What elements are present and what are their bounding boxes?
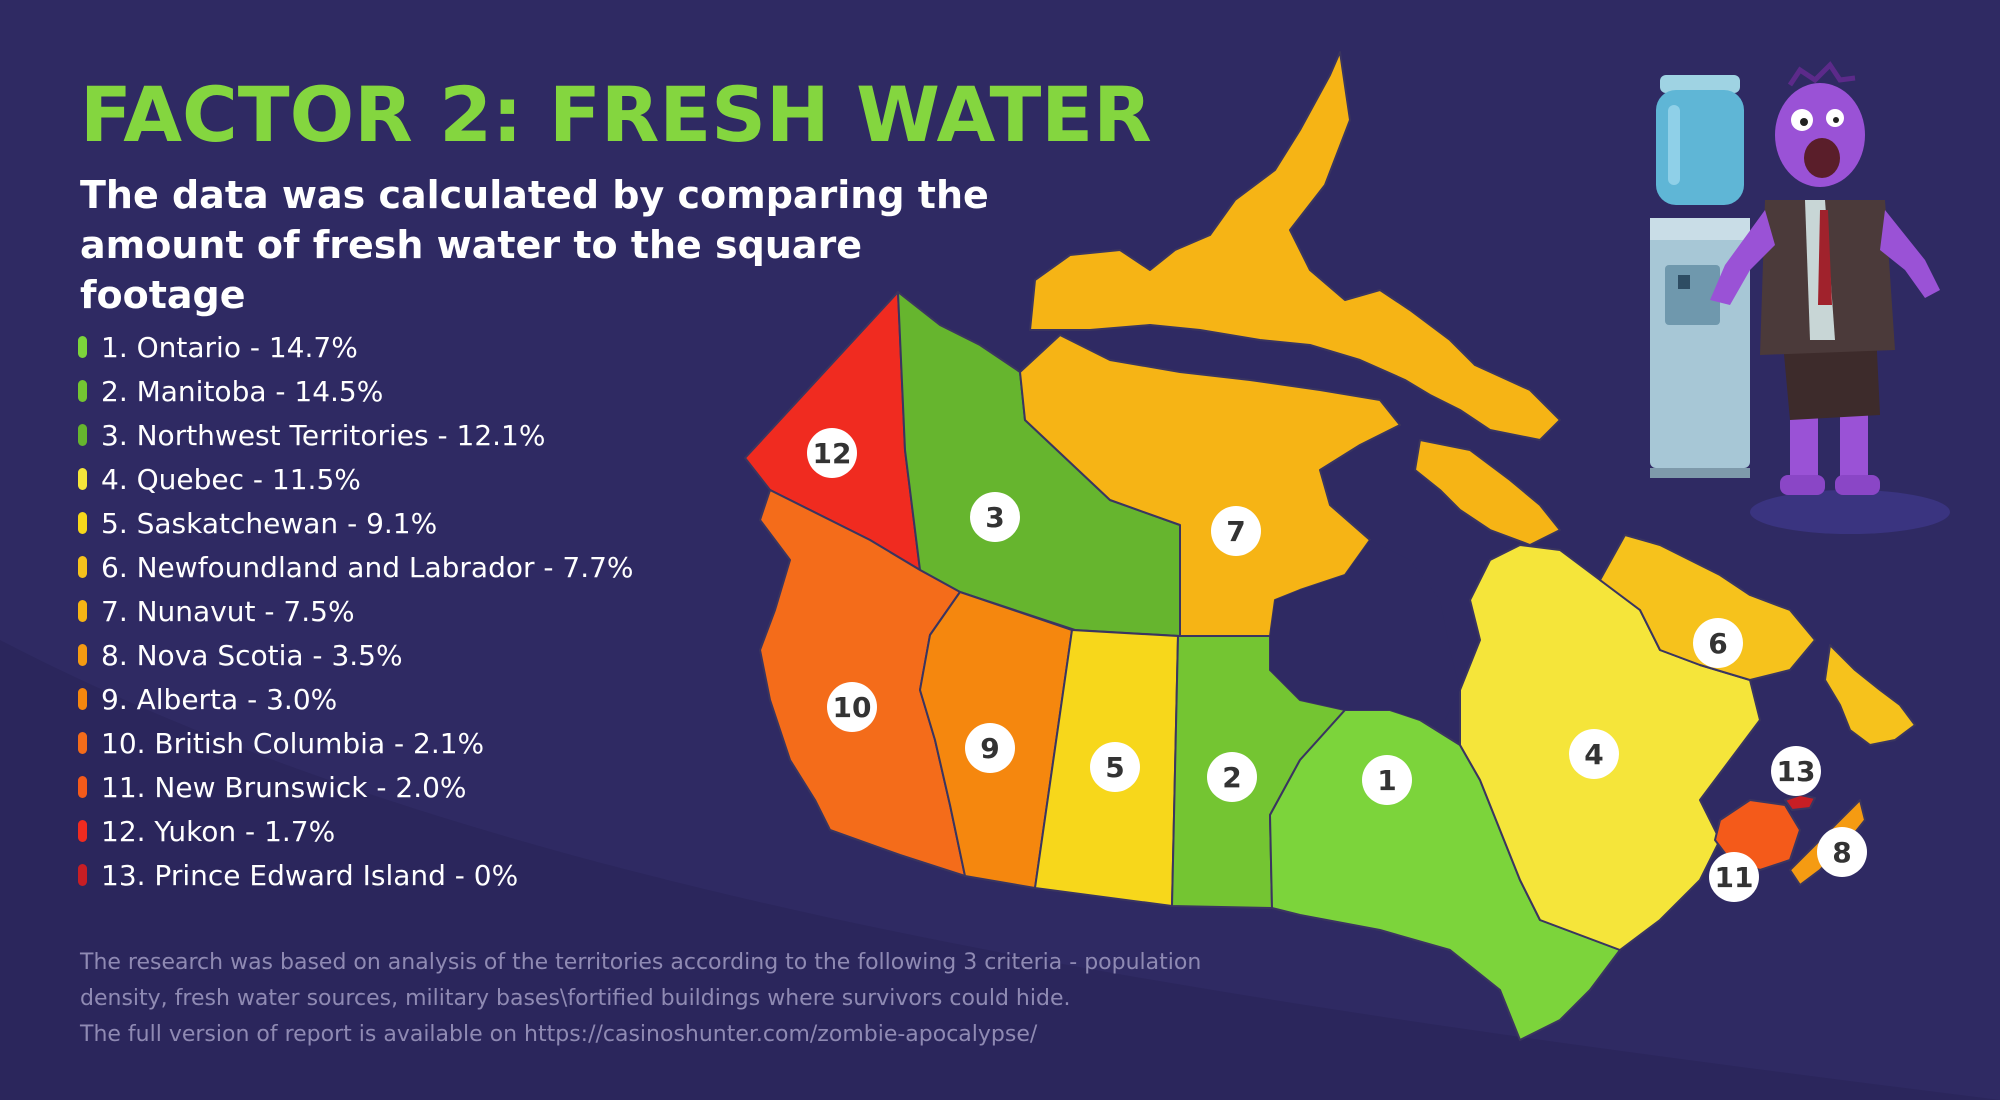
legend-color-marker [78, 556, 87, 578]
legend-color-marker [78, 820, 87, 842]
map-label: 2 [1207, 752, 1257, 802]
region-newfoundland-labrador [1599, 534, 1816, 681]
legend-color-marker [78, 424, 87, 446]
legend-item: 1. Ontario - 14.7% [78, 325, 634, 369]
legend-color-marker [78, 776, 87, 798]
footer-line: density, fresh water sources, military b… [80, 986, 1071, 1011]
legend-item-label: 1. Ontario - 14.7% [101, 330, 358, 364]
legend-item: 13. Prince Edward Island - 0% [78, 853, 634, 897]
legend-color-marker [78, 336, 87, 358]
legend-color-marker [78, 644, 87, 666]
map-label: 1 [1362, 755, 1412, 805]
region-newfoundland-island [1824, 644, 1916, 746]
legend-color-marker [78, 732, 87, 754]
map-label: 8 [1817, 827, 1867, 877]
legend-list: 1. Ontario - 14.7% 2. Manitoba - 14.5% 3… [78, 325, 634, 897]
map-label: 5 [1090, 742, 1140, 792]
map-label-text: 10 [833, 691, 872, 724]
map-label-text: 5 [1105, 751, 1124, 784]
legend-item-label: 9. Alberta - 3.0% [101, 682, 338, 716]
legend-item-label: 10. British Columbia - 2.1% [101, 726, 485, 760]
legend-color-marker [78, 688, 87, 710]
map-label: 11 [1709, 852, 1759, 902]
legend-item: 7. Nunavut - 7.5% [78, 589, 634, 633]
map-label: 3 [970, 492, 1020, 542]
map-label-text: 12 [813, 437, 852, 470]
legend-color-marker [78, 864, 87, 886]
zombie-icon [1710, 61, 1940, 495]
region-nunavut-baffin [1414, 439, 1561, 546]
legend-item-label: 12. Yukon - 1.7% [101, 814, 336, 848]
map-label: 10 [827, 682, 877, 732]
footer-line: The full version of report is available … [80, 1022, 1038, 1047]
map-label: 9 [965, 723, 1015, 773]
map-label: 13 [1771, 746, 1821, 796]
region-prince-edward-island [1784, 794, 1816, 811]
map-label-text: 2 [1222, 761, 1241, 794]
legend-color-marker [78, 512, 87, 534]
map-label: 7 [1211, 506, 1261, 556]
map-label-text: 11 [1715, 861, 1754, 894]
region-nunavut-islands [1029, 51, 1561, 441]
map-label: 4 [1569, 729, 1619, 779]
legend-item-label: 5. Saskatchewan - 9.1% [101, 506, 438, 540]
legend-item: 9. Alberta - 3.0% [78, 677, 634, 721]
legend-item: 2. Manitoba - 14.5% [78, 369, 634, 413]
legend-item-label: 4. Quebec - 11.5% [101, 462, 361, 496]
map-label: 6 [1693, 618, 1743, 668]
map-label-text: 7 [1226, 515, 1245, 548]
map-label-text: 4 [1584, 738, 1603, 771]
legend-item: 11. New Brunswick - 2.0% [78, 765, 634, 809]
legend-color-marker [78, 468, 87, 490]
map-label-text: 13 [1777, 755, 1816, 788]
zombie-water-cooler-illustration [1650, 61, 1950, 534]
legend-item-label: 8. Nova Scotia - 3.5% [101, 638, 403, 672]
legend-item-label: 13. Prince Edward Island - 0% [101, 858, 519, 892]
legend-item: 3. Northwest Territories - 12.1% [78, 413, 634, 457]
map-label-text: 8 [1832, 836, 1851, 869]
legend-item: 5. Saskatchewan - 9.1% [78, 501, 634, 545]
legend-item: 6. Newfoundland and Labrador - 7.7% [78, 545, 634, 589]
legend-item: 4. Quebec - 11.5% [78, 457, 634, 501]
region-nunavut [1019, 334, 1401, 637]
legend-item-label: 7. Nunavut - 7.5% [101, 594, 355, 628]
page-title: FACTOR 2: FRESH WATER [80, 70, 1152, 159]
legend-item-label: 3. Northwest Territories - 12.1% [101, 418, 546, 452]
legend-color-marker [78, 380, 87, 402]
map-label: 12 [807, 428, 857, 478]
legend-item-label: 11. New Brunswick - 2.0% [101, 770, 467, 804]
legend-item-label: 6. Newfoundland and Labrador - 7.7% [101, 550, 634, 584]
legend-item: 8. Nova Scotia - 3.5% [78, 633, 634, 677]
hudson-bay [1270, 540, 1460, 720]
map-label-text: 6 [1708, 627, 1727, 660]
footer-line: The research was based on analysis of th… [80, 950, 1202, 975]
footer-note: The research was based on analysis of th… [80, 945, 1280, 1053]
legend-item: 12. Yukon - 1.7% [78, 809, 634, 853]
legend-color-marker [78, 600, 87, 622]
legend-item: 10. British Columbia - 2.1% [78, 721, 634, 765]
map-label-text: 1 [1377, 764, 1396, 797]
map-label-text: 9 [980, 732, 999, 765]
map-label-text: 3 [985, 501, 1004, 534]
canada-map: 1 2 3 4 5 6 7 8 9 10 11 12 13 [744, 51, 1916, 1041]
page-subtitle: The data was calculated by comparing the… [80, 173, 989, 317]
legend-item-label: 2. Manitoba - 14.5% [101, 374, 384, 408]
